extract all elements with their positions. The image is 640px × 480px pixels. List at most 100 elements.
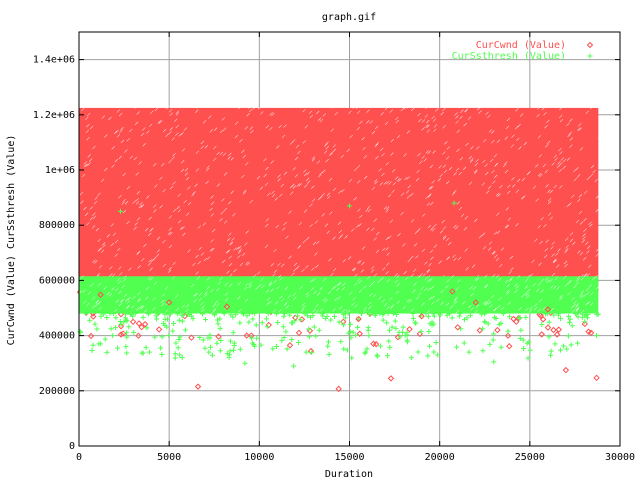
band-texture-stroke (272, 273, 276, 277)
band-texture-stroke (506, 283, 510, 288)
band-texture-stroke (404, 176, 408, 181)
band-texture-stroke (271, 190, 275, 195)
band-texture-stroke (516, 275, 521, 279)
band-texture-stroke (488, 301, 492, 305)
band-texture-stroke (537, 106, 541, 110)
band-texture-stroke (86, 136, 90, 141)
band-texture-stroke (234, 121, 239, 125)
band-texture-stroke (391, 189, 395, 194)
band-texture-stroke (538, 298, 543, 303)
band-texture-stroke (297, 150, 301, 155)
band-texture-stroke (278, 124, 282, 129)
band-texture-stroke (375, 249, 380, 254)
band-texture-stroke (177, 219, 182, 224)
band-texture-stroke (284, 286, 289, 291)
band-texture-stroke (577, 250, 581, 254)
band-texture-stroke (387, 235, 392, 239)
band-texture-stroke (194, 293, 199, 297)
band-texture-stroke (583, 228, 587, 232)
band-texture-stroke (415, 296, 420, 300)
band-texture-stroke (162, 128, 167, 133)
band-texture-stroke (386, 262, 390, 266)
cwnd-point (387, 375, 395, 382)
band-texture-stroke (361, 261, 365, 266)
band-texture-stroke (263, 158, 267, 162)
y-tick-label: 200000 (39, 386, 75, 397)
band-texture-stroke (396, 300, 401, 304)
band-texture-stroke (279, 193, 283, 198)
band-texture-stroke (475, 158, 479, 163)
band-texture-stroke (575, 304, 579, 309)
fringe-point (296, 340, 302, 346)
band-texture-stroke (566, 157, 571, 161)
band-texture-stroke (200, 145, 204, 150)
band-texture-stroke (507, 184, 511, 189)
fringe-point (83, 311, 89, 317)
band-texture-stroke (428, 186, 433, 190)
fringe-point (182, 327, 188, 333)
band-texture-stroke (551, 241, 555, 245)
band-texture-stroke (491, 250, 496, 255)
y-axis-label: CurCwnd (Value) CurSsthresh (Value) (6, 135, 17, 346)
band-texture-stroke (162, 239, 166, 244)
band-texture-stroke (531, 259, 535, 264)
band-texture-stroke (387, 193, 392, 198)
band-texture-stroke (326, 192, 331, 196)
fringe-point (404, 337, 410, 343)
band-texture-stroke (581, 239, 585, 243)
band-texture-stroke (265, 166, 269, 171)
fringe-point (566, 319, 572, 325)
band-texture-stroke (175, 132, 179, 136)
band-texture-stroke (224, 292, 229, 296)
band-texture-stroke (167, 231, 172, 235)
band-texture-stroke (490, 294, 495, 299)
band-texture-stroke (406, 130, 411, 134)
fringe-point (127, 311, 133, 317)
fringe-point (349, 355, 355, 361)
band-texture-stroke (114, 253, 118, 258)
band-texture-stroke (126, 300, 130, 305)
band-texture-stroke (242, 154, 246, 159)
band-texture-stroke (410, 192, 414, 197)
band-texture-stroke (515, 189, 520, 193)
band-texture-stroke (540, 289, 544, 293)
fringe-point (258, 342, 264, 348)
band-texture-stroke (265, 302, 270, 306)
band-texture-stroke (136, 217, 141, 221)
band-texture-stroke (140, 204, 145, 208)
band-texture-stroke (348, 178, 353, 183)
band-texture-stroke (456, 148, 460, 152)
band-texture-stroke (134, 105, 139, 109)
band-texture-stroke (129, 128, 133, 133)
band-texture-stroke (338, 229, 343, 234)
fringe-point (490, 337, 496, 343)
band-texture-stroke (87, 162, 91, 166)
band-texture-stroke (463, 227, 468, 231)
band-texture-stroke (353, 167, 358, 172)
band-texture-stroke (525, 292, 529, 297)
fringe-point (372, 340, 380, 348)
band-texture-stroke (161, 293, 166, 297)
band-texture-stroke (152, 297, 156, 301)
band-texture-stroke (103, 286, 107, 290)
y-tick-label: 1.2e+06 (33, 110, 75, 121)
band-texture-stroke (453, 189, 457, 194)
band-texture-stroke (142, 143, 146, 147)
fringe-point (176, 336, 182, 342)
band-texture-stroke (280, 298, 285, 302)
band-texture-stroke (137, 297, 141, 302)
fringe-point (485, 321, 491, 327)
band-texture-stroke (172, 261, 176, 266)
fringe-point (117, 331, 125, 338)
band-texture-stroke (538, 262, 542, 266)
fringe-point (175, 345, 181, 351)
ssthresh-point (98, 341, 104, 347)
band-texture-stroke (440, 301, 444, 306)
band-texture-stroke (508, 278, 513, 283)
band-texture-stroke (515, 223, 519, 227)
band-texture-stroke (94, 196, 98, 200)
y-tick-label: 0 (69, 441, 75, 452)
band-texture-stroke (160, 299, 165, 304)
band-texture-stroke (238, 308, 242, 313)
band-texture-stroke (147, 262, 152, 266)
